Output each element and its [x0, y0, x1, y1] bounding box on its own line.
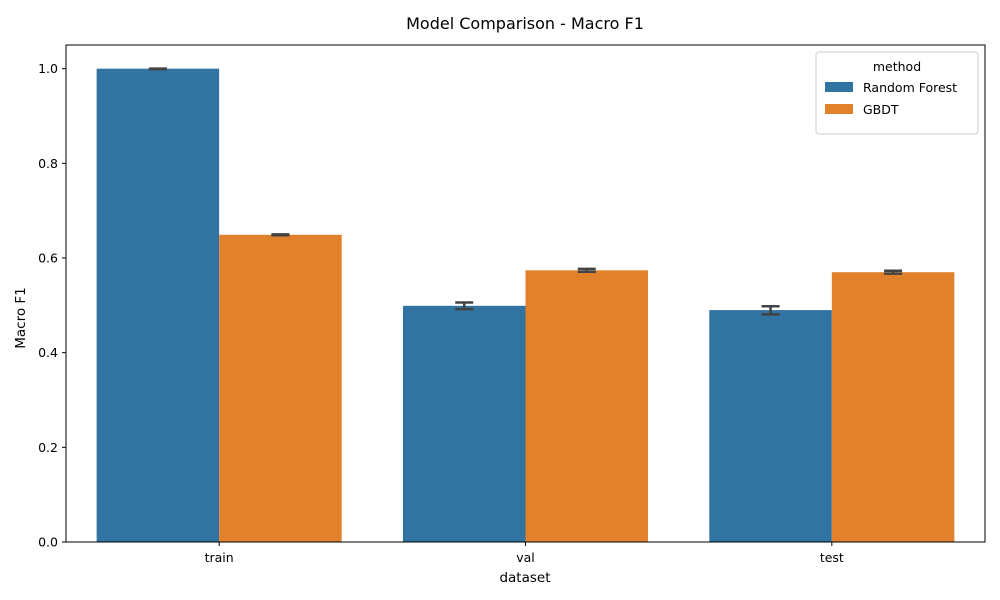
bar-gbdt-train	[219, 234, 342, 542]
y-tick-label: 0.0	[38, 535, 58, 550]
errorbar-gbdt-val	[577, 267, 596, 273]
x-tick-label-val: val	[516, 550, 535, 565]
y-tick-label: 0.8	[38, 156, 58, 171]
y-tick-label: 1.0	[38, 61, 58, 76]
x-axis-label: dataset	[499, 570, 550, 586]
errorbar-gbdt-train	[271, 233, 290, 237]
bar-random-forest-test	[709, 310, 832, 542]
bar-gbdt-val	[525, 270, 649, 542]
chart-title: Model Comparison - Macro F1	[406, 14, 644, 33]
y-tick-label: 0.4	[38, 345, 58, 360]
legend-swatch-gbdt	[825, 104, 853, 114]
errorbar-random-forest-test	[761, 305, 780, 316]
y-tick-label: 0.6	[38, 251, 58, 266]
bar-random-forest-train	[96, 68, 220, 543]
bar-gbdt-test	[831, 272, 955, 542]
axes-layer: 0.0 0.2 0.4 0.6 0.8 1.0 train val test	[38, 44, 986, 565]
errorbar-random-forest-val	[455, 301, 474, 311]
bar-random-forest-val	[402, 305, 526, 542]
errorbars-layer	[148, 67, 903, 316]
x-tick-label-train: train	[205, 550, 234, 565]
legend-label-gbdt: GBDT	[863, 102, 899, 117]
legend-swatch-random-forest	[825, 82, 853, 92]
legend-box	[815, 51, 979, 135]
errorbar-gbdt-test	[884, 269, 903, 275]
y-axis-label: Macro F1	[13, 287, 29, 349]
x-tick-label-test: test	[820, 550, 844, 565]
bars-layer	[96, 68, 955, 543]
y-tick-label: 0.2	[38, 440, 58, 455]
legend: method Random Forest GBDT	[815, 51, 979, 135]
legend-label-random-forest: Random Forest	[863, 80, 957, 95]
legend-title: method	[873, 59, 921, 74]
